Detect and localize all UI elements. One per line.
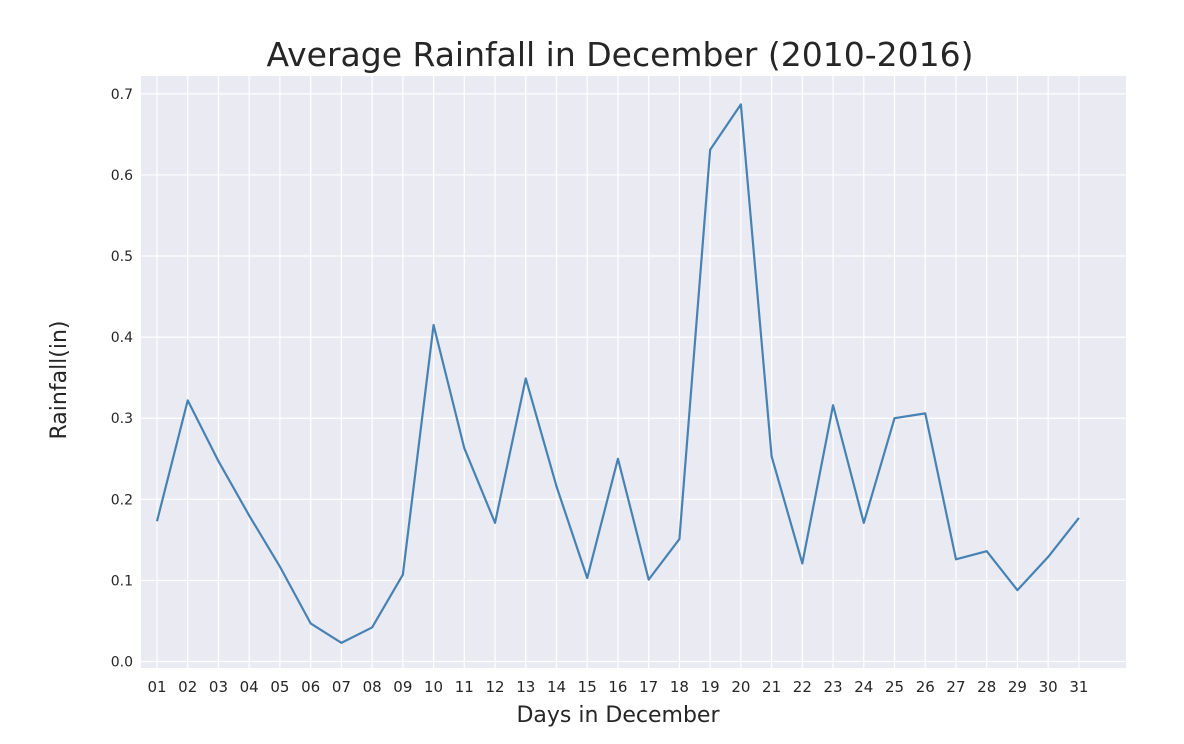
x-tick-label: 27 xyxy=(946,678,965,696)
x-tick-label: 26 xyxy=(916,678,935,696)
grid-lines xyxy=(141,76,1126,668)
x-tick-label: 14 xyxy=(547,678,566,696)
y-tick-label: 0.5 xyxy=(111,249,133,265)
x-tick-label: 24 xyxy=(854,678,873,696)
y-axis-ticks: 0.0 0.1 0.2 0.3 0.4 0.5 0.6 0.7 xyxy=(111,87,133,671)
x-tick-label: 05 xyxy=(270,678,289,696)
x-tick-label: 16 xyxy=(608,678,627,696)
x-tick-label: 19 xyxy=(701,678,720,696)
x-tick-label: 07 xyxy=(332,678,351,696)
x-axis-ticks: 01 02 03 04 05 06 07 08 09 10 11 12 13 14 15 16 17 18 19 20… xyxy=(147,678,1088,696)
x-tick-label: 18 xyxy=(670,678,689,696)
x-tick-label: 15 xyxy=(578,678,597,696)
x-tick-label: 13 xyxy=(516,678,535,696)
x-tick-label: 03 xyxy=(209,678,228,696)
x-tick-label: 25 xyxy=(885,678,904,696)
x-tick-label: 02 xyxy=(178,678,197,696)
chart-title: Average Rainfall in December (2010-2016) xyxy=(267,35,974,74)
x-tick-label: 17 xyxy=(639,678,658,696)
x-tick-label: 11 xyxy=(455,678,474,696)
x-tick-label: 29 xyxy=(1008,678,1027,696)
x-axis-label: Days in December xyxy=(516,703,720,728)
y-tick-label: 0.2 xyxy=(111,492,133,508)
x-tick-label: 30 xyxy=(1039,678,1058,696)
x-tick-label: 06 xyxy=(301,678,320,696)
x-tick-label: 10 xyxy=(424,678,443,696)
y-axis-label: Rainfall(in) xyxy=(47,320,72,439)
x-tick-label: 08 xyxy=(363,678,382,696)
x-tick-label: 01 xyxy=(147,678,166,696)
x-tick-label: 22 xyxy=(793,678,812,696)
plot-background xyxy=(141,76,1126,668)
y-tick-label: 0.6 xyxy=(111,168,133,184)
x-tick-label: 12 xyxy=(485,678,504,696)
x-tick-label: 09 xyxy=(393,678,412,696)
y-tick-label: 0.1 xyxy=(111,573,133,589)
y-tick-label: 0.4 xyxy=(111,330,133,346)
y-tick-label: 0.3 xyxy=(111,411,133,427)
y-tick-label: 0.7 xyxy=(111,87,133,103)
x-tick-label: 20 xyxy=(731,678,750,696)
x-tick-label: 23 xyxy=(824,678,843,696)
data-points xyxy=(156,104,1079,643)
x-tick-label: 21 xyxy=(762,678,781,696)
x-tick-label: 04 xyxy=(240,678,259,696)
x-tick-label: 31 xyxy=(1069,678,1088,696)
y-tick-label: 0.0 xyxy=(111,655,133,671)
x-tick-label: 28 xyxy=(977,678,996,696)
